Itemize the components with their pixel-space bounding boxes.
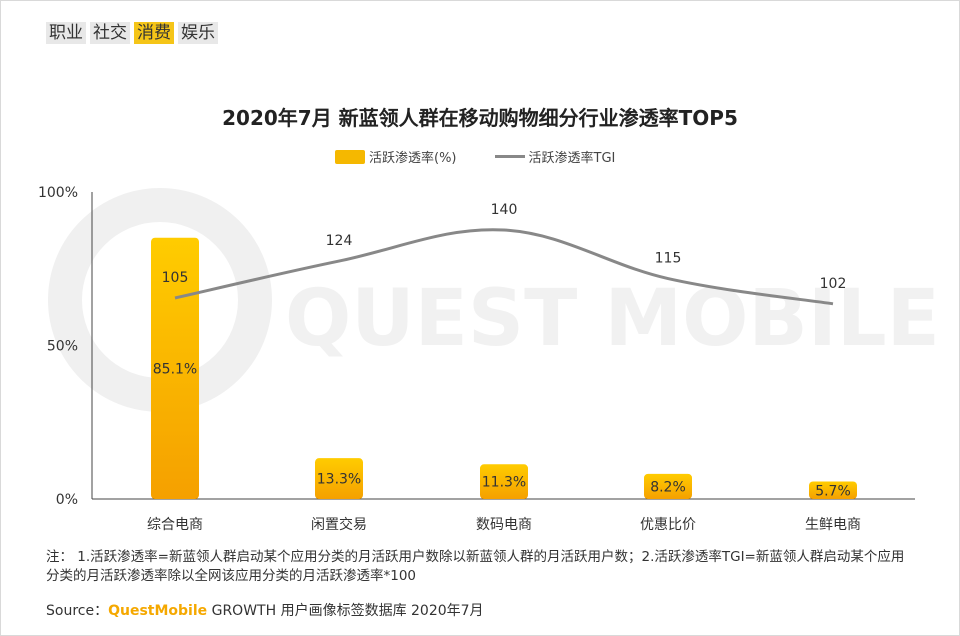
category-tabs: 职业 社交 消费 娱乐 [46,22,218,44]
x-tick-label: 优惠比价 [640,517,696,533]
y-tick-label: 100% [38,185,78,201]
y-tick-label: 50% [47,339,78,355]
source-brand: QuestMobile [108,603,208,619]
y-tick-label: 0% [56,492,78,508]
tgi-value-label: 124 [326,233,353,249]
bar-value-label: 13.3% [317,472,361,488]
bar [151,237,199,500]
bar-value-label: 8.2% [650,479,686,495]
tgi-value-label: 105 [162,270,189,286]
chart-title: 2020年7月 新蓝领人群在移动购物细分行业渗透率TOP5 [222,106,738,130]
legend-line-label: 活跃渗透率TGI [528,151,616,166]
tab-social[interactable]: 社交 [90,22,130,44]
tgi-value-label: 102 [820,276,847,292]
legend-line-swatch [494,155,525,158]
footnote: 注： 1.活跃渗透率=新蓝领人群启动某个应用分类的月活跃用户数除以新蓝领人群的月… [46,549,905,584]
legend-bar-swatch [335,149,365,164]
x-tick-label: 综合电商 [147,517,203,533]
bar [480,464,528,499]
x-tick-label: 闲置交易 [311,516,367,533]
tab-career[interactable]: 职业 [46,22,86,44]
bar-value-label: 11.3% [482,475,526,491]
tab-consumption[interactable]: 消费 [134,22,174,44]
legend-bar-label: 活跃渗透率(%) [369,151,457,166]
tab-entertainment[interactable]: 娱乐 [178,22,218,44]
watermark-text: QUEST MOBILE [285,274,940,364]
tgi-value-label: 115 [655,251,682,267]
bar [315,458,363,499]
x-tick-label: 生鲜电商 [805,517,861,533]
tgi-value-label: 140 [491,202,518,218]
source-suffix: GROWTH 用户画像标签数据库 2020年7月 [207,603,484,619]
chart-legend: 活跃渗透率(%) 活跃渗透率TGI [335,147,615,166]
bar [644,473,692,499]
bar-value-label: 85.1% [153,361,197,377]
source-line: Source：QuestMobile GROWTH 用户画像标签数据库 2020… [46,600,484,620]
bar-value-label: 5.7% [815,483,851,499]
source-prefix: Source： [46,603,109,619]
x-tick-label: 数码电商 [476,517,532,533]
bar [809,481,857,499]
tgi-line [174,228,834,306]
